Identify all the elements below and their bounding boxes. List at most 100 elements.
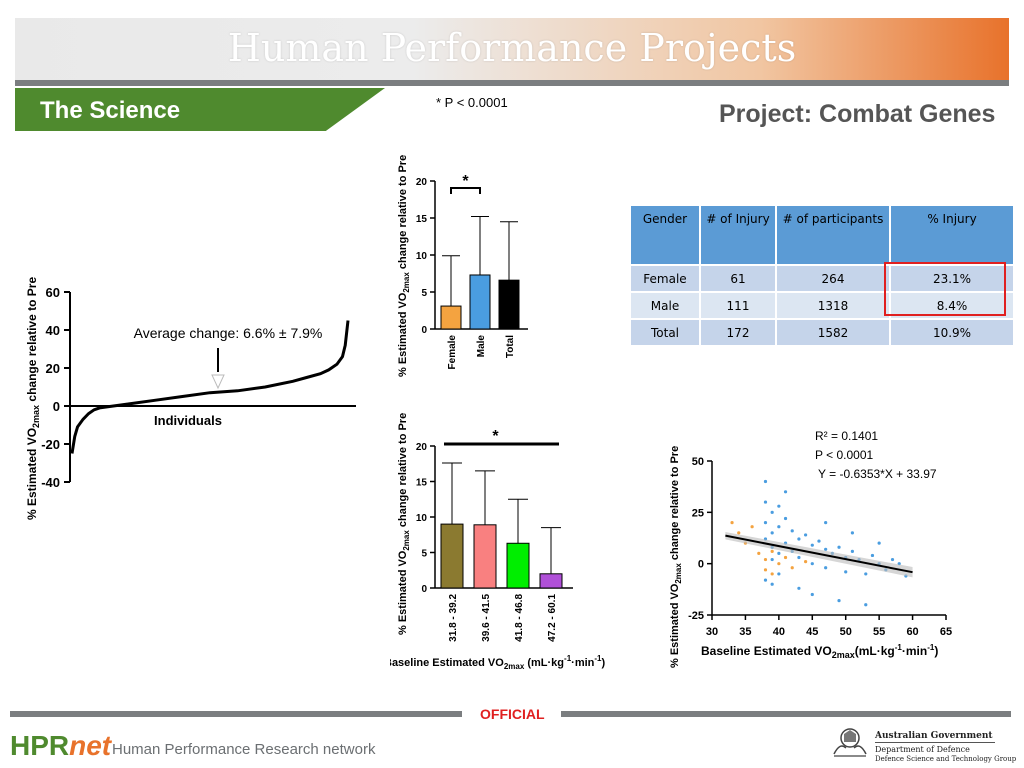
scatter-point (797, 586, 801, 590)
regression-x-tick-label: 50 (840, 626, 852, 638)
coat-of-arms-icon (833, 728, 867, 757)
bar-y-tick-label: 20 (416, 177, 428, 188)
scatter-point (783, 490, 788, 494)
regression-x-tick-label: 35 (739, 626, 751, 638)
scatter-point (730, 521, 734, 525)
regression-chart: % Estimated VO2max change relative to Pr… (669, 429, 952, 668)
scatter-point (850, 549, 854, 553)
table-cell: 61 (699, 264, 777, 293)
r-squared-label: R² = 0.1401 (815, 429, 878, 443)
bar-y-tick-label: 0 (421, 584, 427, 595)
baseline-ylabel: % Estimated VO2max change relative to Pr… (397, 413, 411, 635)
regression-fit-line (725, 534, 913, 574)
scatter-point (770, 531, 774, 535)
bar-category-label: Total (505, 335, 516, 358)
scatter-point (763, 479, 768, 484)
regression-x-tick-label: 40 (773, 626, 785, 638)
baseline-chart: % Estimated VO2max change relative to Pr… (390, 413, 606, 671)
individuals-series-line (70, 320, 350, 454)
individuals-ylabel: % Estimated VO2max change relative to Pr… (25, 277, 41, 520)
gender-ylabel: % Estimated VO2max change relative to Pr… (397, 155, 411, 377)
scatter-point (770, 582, 774, 586)
scatter-point (837, 545, 841, 549)
regression-equation: Y = -0.6353*X + 33.97 (818, 467, 937, 481)
bar (469, 274, 491, 330)
footer-divider-right (561, 711, 1011, 717)
scatter-point (864, 572, 868, 576)
scatter-point (810, 543, 814, 547)
gender-plot: 0 5 10 15 20 Female Male Total * (416, 173, 528, 369)
scatter-point (824, 566, 828, 570)
bar (506, 542, 530, 589)
scatter-point (824, 521, 828, 525)
column-header: # of participants (775, 204, 891, 266)
gender-chart: % Estimated VO2max change relative to Pr… (397, 155, 528, 377)
scatter-point (763, 557, 768, 562)
table-row: Female 61 264 23.1% (629, 264, 1015, 293)
bar-category-label: 31.8 - 39.2 (448, 594, 459, 642)
regression-plot: -25 0 25 50 30 35 40 45 50 55 60 65 (688, 456, 952, 638)
table-cell: 1582 (775, 318, 891, 347)
hprnet-logo: HPRnet (10, 730, 112, 761)
injury-table: Gender # of Injury # of participants % I… (629, 204, 1015, 347)
scatter-point (850, 531, 854, 535)
regression-ylabel: % Estimated VO2max change relative to Pr… (669, 446, 683, 668)
gov-line-2: Department of Defence (875, 745, 970, 754)
bar (539, 573, 563, 589)
individuals-y-tick-label: -40 (41, 475, 60, 490)
scatter-point (777, 562, 781, 566)
scatter-point (763, 500, 768, 504)
bar-y-tick-label: 10 (416, 513, 428, 524)
scatter-point (804, 560, 808, 564)
bar (440, 523, 464, 589)
table-row: Total 172 1582 10.9% (629, 318, 1015, 347)
scatter-point (777, 572, 781, 576)
individuals-y-tick-label: 20 (46, 361, 60, 376)
scatter-point (804, 533, 808, 537)
individuals-y-tick-label: 60 (46, 285, 60, 300)
scatter-point (770, 572, 774, 576)
regression-y-tick-label: 0 (698, 559, 704, 571)
baseline-plot: 0 5 10 15 20 31.8 - 39.2 39.6 - 41.5 41.8 - 46.… (416, 428, 573, 642)
scatter-point (783, 516, 788, 521)
scatter-point (864, 603, 868, 607)
header-banner (15, 18, 1009, 80)
gov-line-3: Defence Science and Technology Group (875, 755, 1017, 763)
table-cell: 10.9% (889, 318, 1015, 347)
scatter-point (737, 531, 741, 535)
regression-y-tick-label: 25 (692, 507, 704, 519)
scatter-point (777, 525, 781, 529)
individuals-chart: % Estimated VO2max change relative to Pr… (25, 277, 356, 520)
column-header: Gender (629, 204, 701, 266)
bar-y-tick-label: 15 (416, 214, 428, 225)
bar (473, 524, 497, 589)
significance-star: * (462, 173, 469, 190)
average-change-annotation: Average change: 6.6% ± 7.9% (134, 325, 323, 341)
section-label: The Science (40, 97, 181, 124)
annotation-arrow (211, 374, 225, 390)
scatter-point (763, 521, 768, 525)
network-name: Human Performance Research network (112, 741, 376, 758)
page-title: Human Performance Projects (227, 26, 797, 70)
bar-y-tick-label: 5 (421, 288, 427, 299)
regression-y-tick-label: 50 (692, 456, 704, 468)
project-title: Project: Combat Genes (719, 100, 996, 128)
bar-category-label: Female (447, 335, 458, 370)
table-cell: Female (629, 264, 701, 293)
scatter-point (763, 568, 768, 572)
bar (498, 279, 520, 330)
scatter-point (790, 566, 794, 570)
table-cell: 172 (699, 318, 777, 347)
footer-divider-left (10, 711, 462, 717)
bar-y-tick-label: 5 (421, 549, 427, 560)
scatter-point (824, 547, 828, 551)
significance-note: * P < 0.0001 (436, 95, 508, 110)
bar-y-tick-label: 15 (416, 478, 428, 489)
bar-y-tick-label: 20 (416, 442, 428, 453)
bar-category-label: 41.8 - 46.8 (514, 594, 525, 642)
scatter-point (777, 551, 781, 555)
individuals-xlabel: Individuals (154, 413, 222, 428)
scatter-point (770, 549, 774, 553)
table-header-row: Gender # of Injury # of participants % I… (629, 204, 1015, 266)
scatter-point (797, 555, 801, 560)
